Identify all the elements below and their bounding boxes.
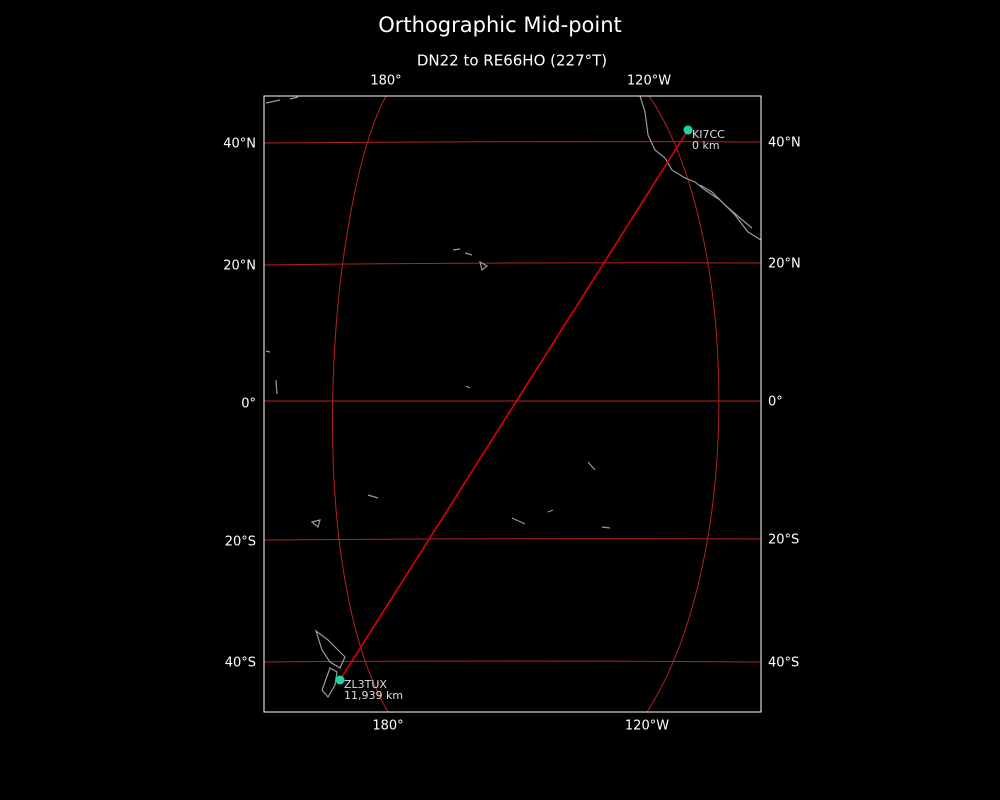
coastline (639, 96, 761, 241)
map-background (264, 96, 761, 712)
parallel (264, 660, 761, 663)
top-label: 120°W (627, 74, 671, 89)
meridian (332, 96, 389, 712)
left-label: 20°S (225, 535, 256, 550)
station-distance: 0 km (692, 139, 720, 152)
station-marker (683, 125, 693, 135)
right-label: 40°S (768, 656, 799, 671)
left-label: 20°N (223, 259, 256, 274)
great-circle-path (339, 129, 689, 681)
left-label: 0° (241, 397, 256, 412)
coastline (452, 248, 489, 272)
left-label: 40°S (225, 656, 256, 671)
station-call: KI7CC (692, 128, 725, 141)
right-label: 40°N (768, 136, 801, 151)
bottom-label: 120°W (625, 719, 669, 734)
station-distance: 11,939 km (344, 689, 403, 702)
subtitle: DN22 to RE66HO (227°T) (417, 52, 607, 70)
right-label: 20°N (768, 257, 801, 272)
coastline (321, 667, 338, 699)
meridian (646, 96, 720, 712)
parallel (264, 141, 761, 144)
station-marker (335, 675, 345, 685)
coastline (265, 96, 299, 104)
right-label: 0° (768, 395, 783, 410)
coastline (314, 629, 346, 669)
parallel (264, 262, 761, 266)
bottom-label: 180° (372, 719, 403, 734)
map-area (264, 96, 761, 712)
title: Orthographic Mid-point (378, 13, 622, 37)
station-call: ZL3TUX (344, 678, 387, 691)
coastline (699, 184, 753, 229)
left-label: 40°N (223, 137, 256, 152)
top-label: 180° (370, 74, 401, 89)
map-frame (263, 95, 762, 713)
coastline (265, 350, 611, 529)
parallel (264, 538, 761, 541)
right-label: 20°S (768, 533, 799, 548)
